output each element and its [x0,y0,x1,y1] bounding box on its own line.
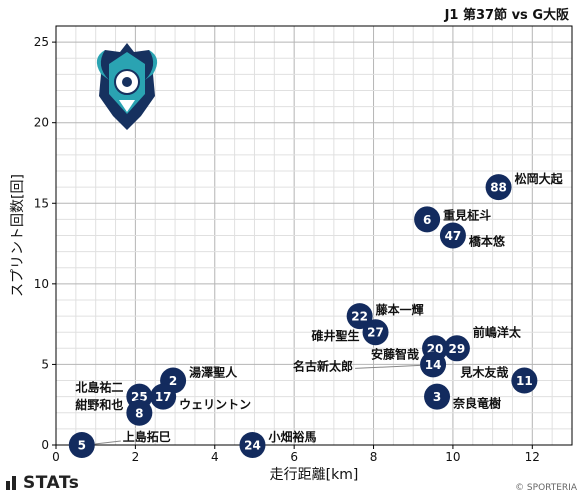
y-tick-label: 10 [34,277,49,291]
match-title: J1 第37節 vs G大阪 [444,8,569,23]
player-point-6: 6 重見柾斗 [414,206,491,233]
team-emblem-icon [96,43,158,130]
copyright-credit: © SPORTERIA [515,483,577,493]
point-name: ウェリントン [179,398,251,412]
y-tick-label: 25 [34,35,49,49]
y-tick-label: 0 [41,438,49,452]
player-point-17: 17 ウェリントン [150,383,251,412]
point-name: 名古新太郎 [293,358,353,373]
point-number: 29 [449,342,466,356]
y-tick-label: 5 [41,357,49,371]
point-name: 前嶋洋太 [473,324,522,339]
point-number: 8 [135,406,143,420]
point-name: 北島祐二 [75,380,123,395]
x-tick-label: 12 [525,450,540,464]
x-tick-label: 0 [52,450,60,464]
point-marker [424,383,451,410]
point-number: 88 [490,181,507,195]
stats-brand-text: STATs [23,473,80,493]
point-name: 松岡大起 [515,171,564,186]
leader-line [94,440,121,445]
point-number: 2 [169,374,177,388]
point-number: 27 [367,326,384,340]
plot-frame [55,25,573,446]
point-name: 奈良竜樹 [452,396,501,411]
player-point-27: 27 碓井聖生 [312,319,389,346]
point-name: 見木友哉 [459,365,508,380]
point-name: 紺野和也 [75,397,123,412]
point-marker [362,319,389,346]
point-marker [443,335,470,362]
x-tick-label: 2 [132,450,140,464]
point-number: 11 [516,374,533,388]
point-marker [420,351,447,378]
point-name: 安藤智哉 [371,346,419,361]
player-point-47: 47 橋本悠 [439,222,506,249]
y-tick-label: 15 [34,196,49,210]
point-number: 22 [351,310,368,324]
player-point-14: 14 名古新太郎 [293,351,447,378]
point-name: 上島拓巳 [123,429,171,444]
y-tick-label: 20 [34,116,49,130]
point-name: 橋本悠 [469,234,506,249]
player-point-3: 3 奈良竜樹 [424,383,501,411]
player-point-5: 5 上島拓巳 [68,429,171,458]
point-marker [439,222,466,249]
point-name: 湯澤聖人 [189,365,238,380]
point-marker [346,303,373,330]
point-number: 47 [445,229,462,243]
player-point-11: 11 見木友哉 [459,365,538,394]
point-number: 24 [244,439,261,453]
stats-logo: STATs [6,473,79,493]
point-marker [239,432,266,458]
point-name: 重見柾斗 [443,207,491,222]
point-marker [126,399,153,426]
x-axis-ticks: 0 2 4 6 8 10 12 [52,445,540,464]
point-number: 6 [423,213,431,227]
x-axis-label: 走行距離[km] [270,466,359,483]
point-number: 14 [425,358,442,372]
point-marker [68,432,95,458]
x-tick-label: 6 [290,450,298,464]
stats-bars-icon [6,476,18,490]
point-number: 3 [433,390,441,404]
point-marker [150,383,177,410]
point-number: 17 [155,390,172,404]
y-axis-label: スプリント回数[回] [10,174,26,297]
point-marker [414,206,441,233]
point-name: 碓井聖生 [312,328,360,343]
player-point-29: 29 前嶋洋太 [443,324,522,362]
player-point-24: 24 小畑裕馬 [239,429,316,458]
y-axis-ticks: 0 5 10 15 20 25 [34,35,56,452]
grid-lines [56,26,572,445]
player-point-8: 8 紺野和也 [75,397,153,426]
x-tick-label: 4 [211,450,219,464]
player-point-22: 22 藤本一輝 [346,302,424,330]
point-marker [511,367,538,394]
point-name: 小畑裕馬 [268,429,316,444]
point-number: 5 [78,439,86,453]
player-point-88: 88 松岡大起 [485,171,564,201]
x-tick-label: 8 [370,450,378,464]
point-marker [485,174,512,201]
x-tick-label: 10 [445,450,460,464]
point-name: 藤本一輝 [375,302,424,317]
leader-line [355,364,421,369]
